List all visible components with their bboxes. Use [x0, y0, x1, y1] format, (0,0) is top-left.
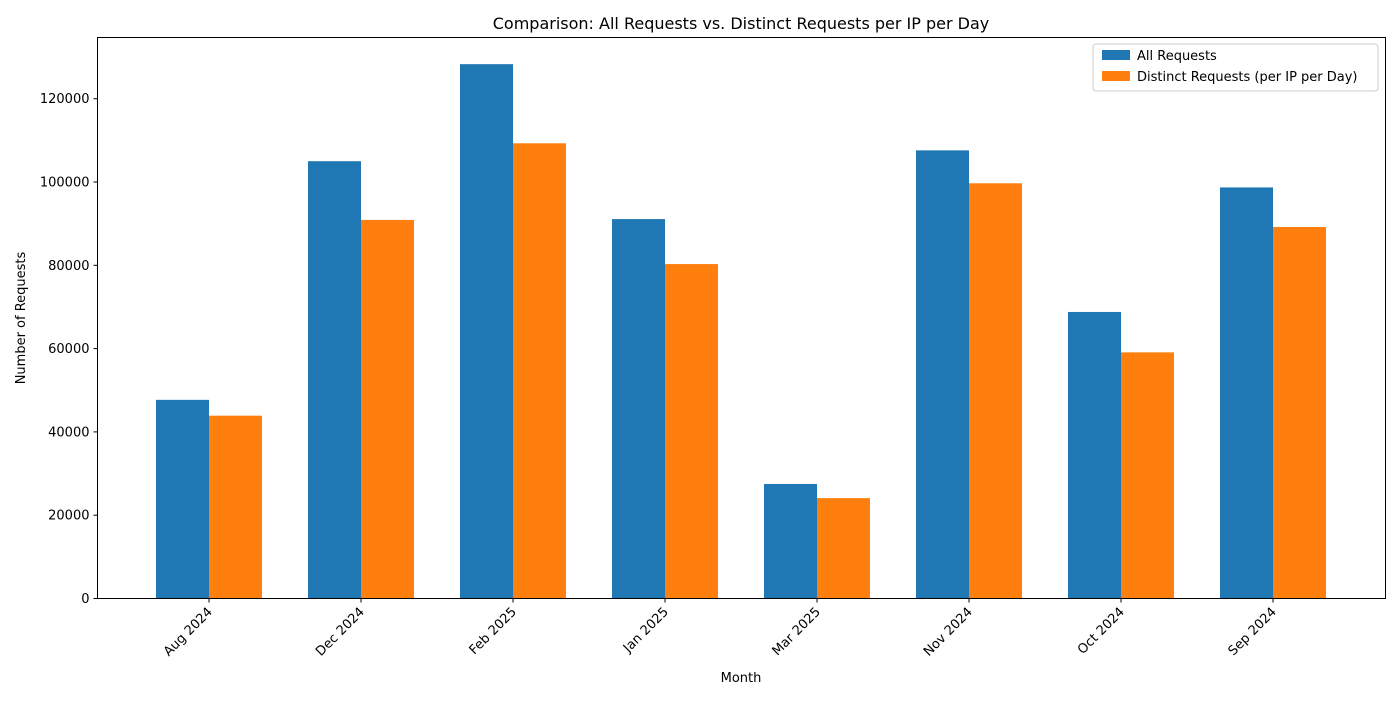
- legend-label: All Requests: [1137, 49, 1217, 64]
- legend-label: Distinct Requests (per IP per Day): [1137, 70, 1358, 85]
- y-tick-label: 100000: [40, 176, 90, 191]
- bar-all-mar-2025: [764, 483, 817, 599]
- x-tick-label: Sep 2024: [1226, 605, 1280, 659]
- x-tick-label: Oct 2024: [1075, 605, 1128, 658]
- x-tick-label: Jan 2025: [620, 605, 672, 657]
- bar-distinct-feb-2025: [513, 143, 566, 599]
- x-tick-label: Aug 2024: [161, 605, 216, 660]
- bar-distinct-dec-2024: [361, 219, 414, 599]
- y-axis-label: Number of Requests: [14, 251, 29, 384]
- bar-distinct-jan-2025: [665, 264, 718, 599]
- y-tick-label: 40000: [48, 425, 89, 440]
- x-tick-label: Nov 2024: [921, 605, 976, 660]
- bar-distinct-aug-2024: [209, 415, 262, 599]
- bar-distinct-mar-2025: [817, 498, 870, 599]
- bar-all-dec-2024: [308, 161, 361, 599]
- x-tick-label: Feb 2025: [467, 605, 520, 658]
- bar-all-oct-2024: [1068, 311, 1121, 599]
- bar-distinct-sep-2024: [1273, 226, 1326, 599]
- bar-all-aug-2024: [156, 399, 209, 599]
- y-tick-label: 60000: [48, 342, 89, 357]
- x-tick-label: Mar 2025: [770, 605, 824, 659]
- y-tick-label: 20000: [48, 509, 89, 524]
- plot-frame: [97, 37, 1386, 599]
- bar-all-nov-2024: [916, 150, 969, 599]
- legend-swatch: [1102, 71, 1130, 81]
- legend: All Requests Distinct Requests (per IP pe…: [1092, 43, 1379, 92]
- x-axis-label: Month: [721, 671, 762, 686]
- chart-title: Comparison: All Requests vs. Distinct Re…: [493, 14, 990, 33]
- legend-swatch: [1102, 50, 1130, 60]
- legend-box: [1092, 43, 1379, 92]
- bar-all-jan-2025: [612, 219, 665, 599]
- x-axis: Aug 2024 Dec 2024 Feb 2025 Jan 2025 Mar 2025…: [161, 598, 1280, 660]
- bars-group: [156, 64, 1326, 599]
- y-tick-label: 120000: [40, 92, 90, 107]
- bar-all-feb-2025: [460, 64, 513, 599]
- y-axis: 0 20000 40000 60000 80000 100000 120000: [40, 92, 98, 607]
- x-tick-label: Dec 2024: [313, 605, 368, 660]
- y-tick-label: 80000: [48, 259, 89, 274]
- y-tick-label: 0: [81, 592, 89, 607]
- bar-distinct-nov-2024: [969, 183, 1022, 599]
- bar-distinct-oct-2024: [1121, 352, 1174, 599]
- bar-all-sep-2024: [1220, 187, 1273, 599]
